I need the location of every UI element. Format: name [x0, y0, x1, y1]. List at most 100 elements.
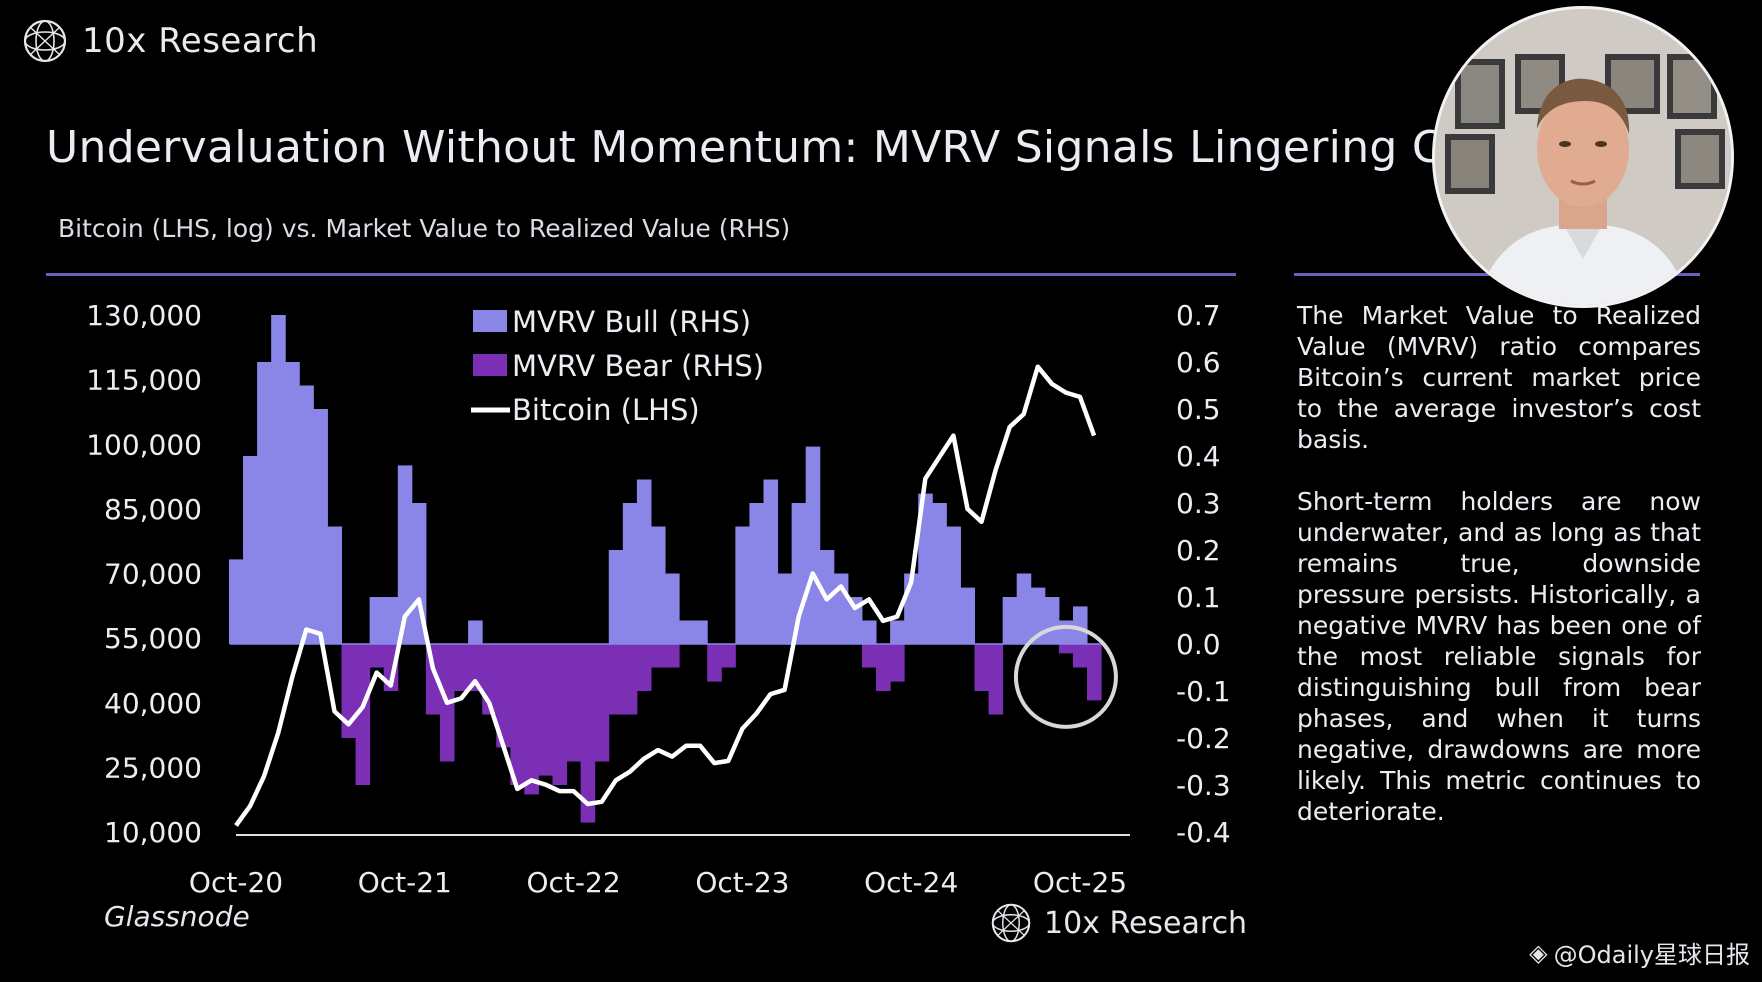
right-tick-label: 0.3	[1176, 487, 1221, 520]
bull-bar	[271, 315, 286, 644]
bull-bar	[833, 573, 849, 644]
bull-bar	[636, 479, 652, 644]
bull-bar	[1016, 573, 1032, 644]
left-axis-ticks: 130,000 115,000 100,000 85,000 70,000 55,000 4…	[86, 299, 202, 849]
page-title: Undervaluation Without Momentum: MVRV Si…	[46, 122, 1471, 173]
right-tick-label: 0.5	[1176, 393, 1221, 426]
legend-label: MVRV Bull (RHS)	[512, 305, 751, 339]
bull-bar	[918, 493, 933, 644]
mvrv-bars	[228, 315, 1102, 823]
bull-bar	[1030, 587, 1046, 644]
bull-bar	[608, 550, 624, 644]
right-tick-label: 0.2	[1176, 534, 1221, 567]
bear-bar	[721, 644, 736, 668]
right-tick-label: 0.1	[1176, 581, 1221, 614]
bitcoin-line	[234, 364, 1097, 827]
bear-bar	[622, 644, 638, 715]
bull-bar	[622, 503, 638, 644]
bear-bar	[1058, 644, 1074, 654]
bear-bar	[496, 644, 511, 748]
presenter-video	[1432, 6, 1734, 308]
bear-bar	[890, 644, 905, 682]
footer-brand-name: 10x Research	[1044, 905, 1248, 941]
bull-bar	[735, 526, 750, 644]
presenter-image	[1435, 9, 1731, 305]
bull-bar	[1002, 597, 1018, 644]
bear-bar	[636, 644, 652, 691]
source-label: Glassnode	[104, 900, 250, 933]
bull-bar	[665, 573, 680, 644]
bull-bar	[257, 362, 272, 644]
right-tick-label: -0.1	[1176, 675, 1231, 708]
bull-bar	[749, 503, 764, 644]
bull-bar	[327, 526, 342, 644]
legend-swatch	[473, 354, 507, 376]
left-tick-label: 100,000	[86, 428, 202, 461]
brand-name: 10x Research	[82, 21, 319, 61]
bull-bar	[1072, 606, 1088, 644]
description-paragraph: The Market Value to Realized Value (MVRV…	[1297, 301, 1701, 454]
bull-bar	[650, 526, 666, 644]
x-tick-label: Oct-25	[1033, 866, 1127, 899]
x-tick-label: Oct-23	[695, 866, 789, 899]
description-paragraph: Short-term holders are now underwater, a…	[1297, 487, 1701, 826]
right-tick-label: -0.4	[1176, 816, 1231, 849]
bull-bar	[1058, 620, 1074, 644]
bear-bar	[355, 644, 371, 785]
bear-bar	[594, 644, 610, 762]
left-tick-label: 40,000	[104, 687, 202, 720]
bull-bar	[932, 503, 947, 644]
bear-bar	[341, 644, 357, 738]
x-tick-label: Oct-20	[189, 866, 283, 899]
bull-bar	[777, 573, 793, 644]
bull-bar	[397, 465, 413, 644]
bear-bar	[650, 644, 666, 668]
bear-bar	[468, 644, 483, 691]
bear-bar	[861, 644, 877, 668]
highlight-circle	[1013, 624, 1118, 729]
x-tick-label: Oct-21	[358, 866, 452, 899]
x-tick-label: Oct-24	[864, 866, 958, 899]
left-tick-label: 55,000	[104, 622, 202, 655]
bull-bar	[847, 597, 863, 644]
right-tick-label: 0.0	[1176, 628, 1221, 661]
bear-bar	[510, 644, 525, 785]
right-tick-label: 0.7	[1176, 299, 1221, 332]
bear-bar	[580, 644, 596, 823]
bear-bar	[707, 644, 722, 682]
diamond-icon: ◈	[1529, 938, 1548, 967]
legend-label: Bitcoin (LHS)	[512, 393, 700, 427]
globe-logo-icon	[23, 19, 67, 63]
footer-brand: 10x Research	[990, 902, 1247, 944]
bear-bar	[665, 644, 680, 668]
bear-bar	[454, 644, 469, 691]
bull-bar	[243, 456, 258, 644]
left-tick-label: 25,000	[104, 751, 202, 784]
left-tick-label: 70,000	[104, 558, 202, 591]
left-tick-label: 130,000	[86, 299, 202, 332]
chart-legend: MVRV Bull (RHS) MVRV Bear (RHS) Bitcoin (L…	[471, 305, 764, 427]
watermark-text: @Odaily星球日报	[1553, 941, 1750, 969]
right-tick-label: 0.4	[1176, 440, 1221, 473]
legend-label: MVRV Bear (RHS)	[512, 349, 764, 383]
bull-bar	[861, 620, 877, 644]
bull-bar	[285, 362, 300, 644]
bull-bar	[468, 620, 483, 644]
bull-bar	[313, 409, 328, 644]
left-tick-label: 115,000	[86, 364, 202, 397]
x-axis-ticks: Oct-20 Oct-21 Oct-22 Oct-23 Oct-24 Oct-25	[189, 866, 1127, 899]
bull-bar	[228, 559, 244, 644]
left-tick-label: 10,000	[104, 816, 202, 849]
brand-logo: 10x Research	[22, 18, 318, 64]
right-tick-label: 0.6	[1176, 346, 1221, 379]
bear-bar	[1087, 644, 1102, 701]
bear-bar	[608, 644, 624, 715]
bear-bar	[552, 644, 568, 785]
bull-bar	[763, 479, 779, 644]
x-tick-label: Oct-22	[527, 866, 621, 899]
bull-bar	[946, 526, 961, 644]
right-tick-label: -0.3	[1176, 769, 1231, 802]
watermark: ◈ @Odaily星球日报	[1529, 935, 1750, 970]
bull-bar	[299, 385, 314, 644]
